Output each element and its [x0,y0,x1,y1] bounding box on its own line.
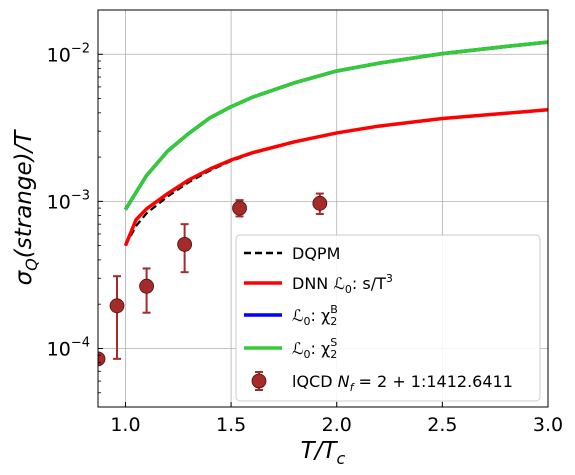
series-layer [123,40,548,247]
x-tick-label: 2.5 [427,414,457,436]
y-tick-label: 10−4 [47,335,90,360]
legend-label-chib: ℒ0: χ2B [292,303,338,328]
lqcd-point [177,236,193,252]
legend-chib-sub: 0 [304,315,311,328]
series-line-1 [123,107,548,247]
x-tick-label: 1.0 [110,414,140,436]
legend-label-chis: ℒ0: χ2S [292,336,337,361]
y-tick-label: 10−3 [47,188,90,213]
legend-chis-math: ℒ [292,339,304,358]
legend-swatch-lqcd [251,371,267,391]
legend-lqcd-sub: f [350,381,356,394]
y-axis-title: σQ(strange)/T [11,129,41,286]
ticks: 1.0 1.5 2.0 2.5 3.0 10−4 10−3 10−2 [47,9,563,436]
legend-label-lqcd: lQCD Nf = 2 + 1:1412.6411 [292,372,513,394]
legend-chib-rest: : χ [311,306,331,325]
y-axis-title-main: σ [11,269,37,285]
legend-lqcd-rest: = 2 + 1:1412.6411 [353,372,512,391]
legend-chis-rest: : χ [311,339,331,358]
legend-dnn-math: ℒ [333,274,345,293]
x-tick-label: 1.5 [216,414,246,436]
lqcd-point [312,195,328,211]
legend-dnn-main: DNN [292,274,333,293]
legend-dnn-sub: 0 [345,283,352,296]
legend: DQPM DNN ℒ0: s/T3 ℒ0: χ2B ℒ0: χ2S lQCD N… [235,234,541,402]
legend-dnn-sup: 3 [386,272,393,285]
x-axis-title-main: T/T [301,438,339,464]
legend-chis-sub2: 2 [330,348,337,361]
lqcd-point [139,278,154,294]
y-axis-title-rest: (strange)/T [11,129,37,259]
y-tick-label: 10−2 [47,41,90,66]
legend-label-dnn: DNN ℒ0: s/T3 [292,272,393,296]
lqcd-point [232,200,247,216]
legend-chis-sup: S [330,336,337,349]
lqcd-point [109,298,125,314]
x-tick-label: 3.0 [533,414,563,436]
legend-chib-math: ℒ [292,306,304,325]
legend-lqcd-math: N [338,372,350,391]
series-line-3 [123,40,548,211]
legend-lqcd-main: lQCD [292,372,338,391]
legend-box [235,234,541,402]
legend-chis-sub: 0 [304,348,311,361]
y-axis-title-sub: Q [22,258,41,271]
legend-dnn-rest: : s/T [352,274,386,293]
legend-label-dqpm: DQPM [292,244,340,263]
x-tick-label: 2.0 [322,414,352,436]
legend-chib-sub2: 2 [330,315,337,328]
scatter-layer [98,192,328,367]
legend-chib-sup: B [330,303,338,316]
x-axis-title: T/Tc [301,438,346,468]
x-axis-title-sub: c [337,449,346,468]
